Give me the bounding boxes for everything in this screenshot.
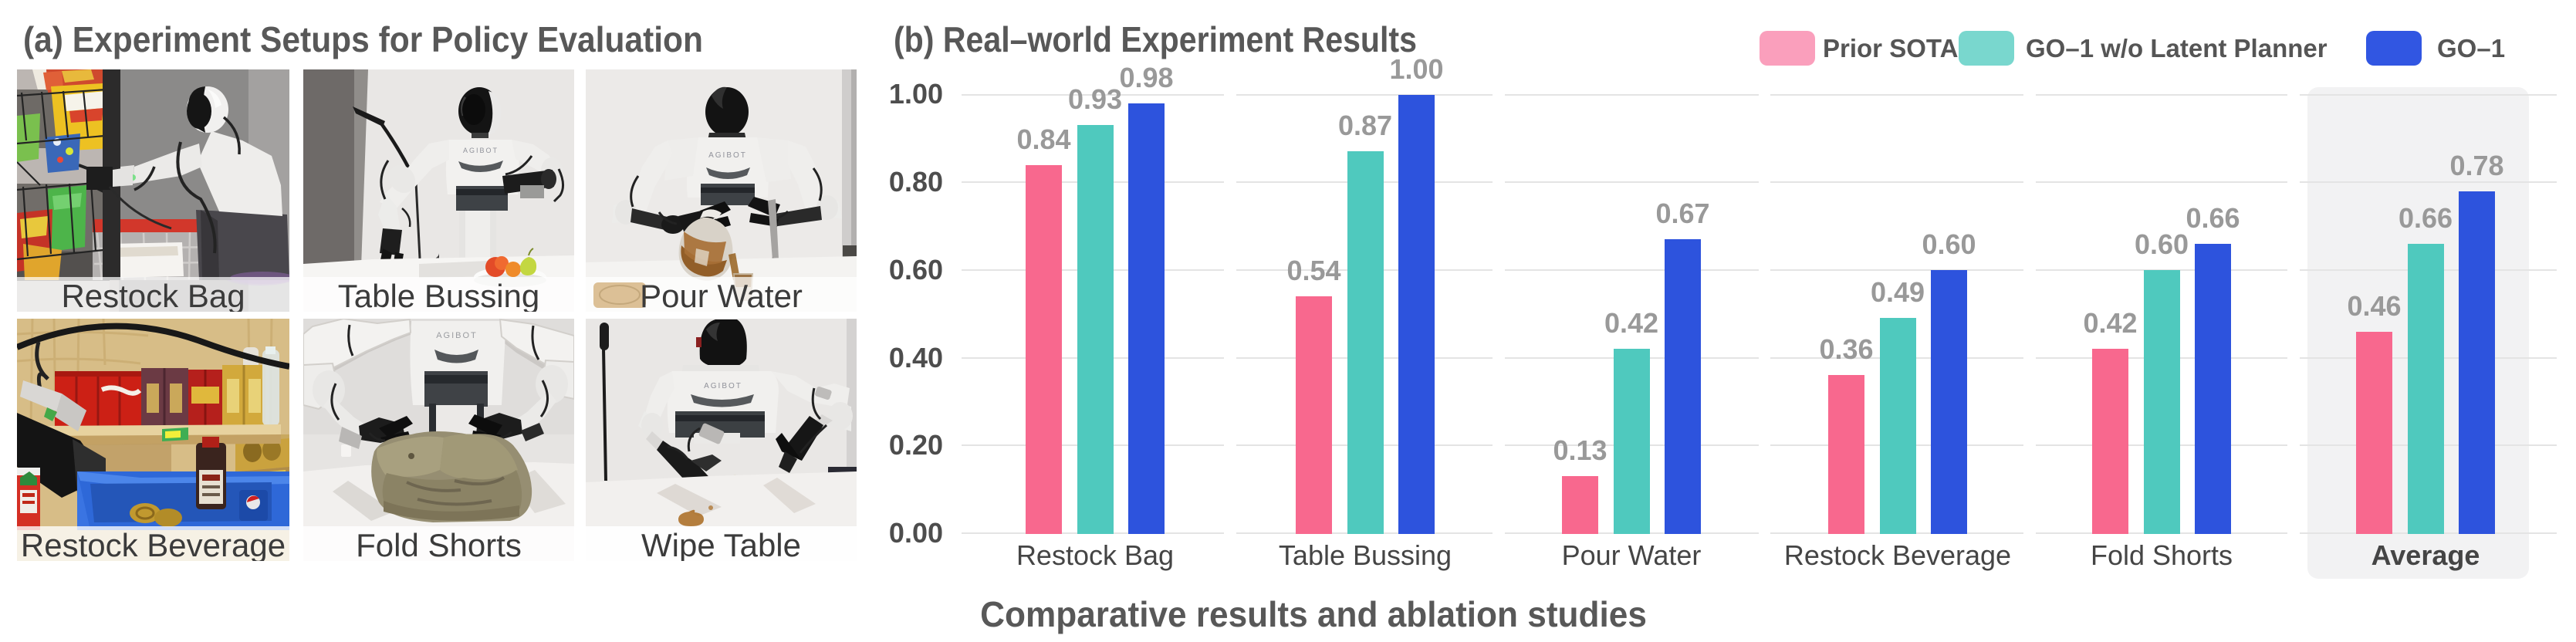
svg-text:Fold Shorts: Fold Shorts <box>356 527 522 561</box>
svg-text:AGIBOT: AGIBOT <box>704 382 742 390</box>
svg-text:AGIBOT: AGIBOT <box>463 147 499 154</box>
svg-text:Table Bussing: Table Bussing <box>338 278 540 312</box>
svg-text:AGIBOT: AGIBOT <box>708 151 747 160</box>
svg-text:Pour Water: Pour Water <box>640 278 803 312</box>
svg-text:Restock Bag: Restock Bag <box>61 278 245 312</box>
svg-text:Wipe Table: Wipe Table <box>641 527 801 561</box>
svg-text:AGIBOT: AGIBOT <box>436 331 478 340</box>
svg-text:Restock Beverage: Restock Beverage <box>21 527 286 561</box>
